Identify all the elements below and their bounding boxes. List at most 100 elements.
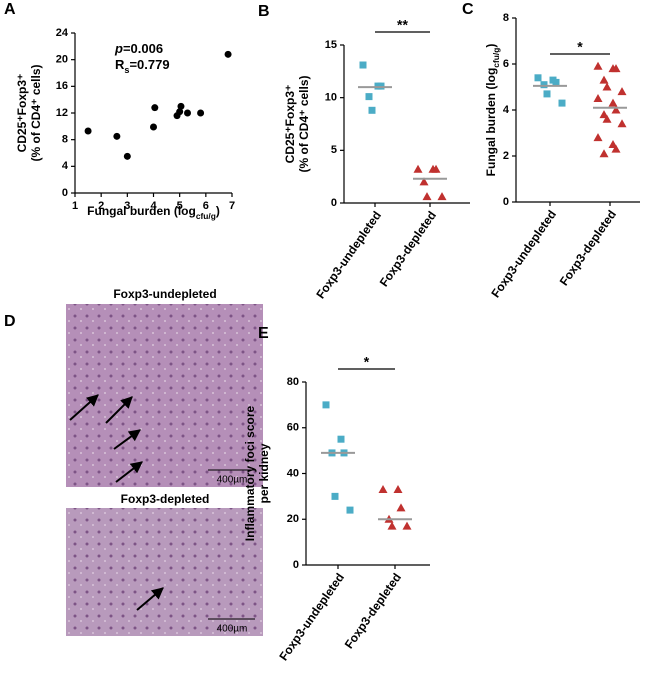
label-part: =0.779 <box>129 57 169 72</box>
axis-label: Fungal burden (logcfu/g) <box>484 44 501 177</box>
y-tick-label: 15 <box>325 39 337 51</box>
point <box>431 164 441 173</box>
label-part: (% of CD4⁺ cells) <box>29 64 43 161</box>
point <box>437 192 447 201</box>
x-tick-label: 2 <box>98 200 104 212</box>
label-part: per kidney <box>257 443 271 503</box>
point <box>151 104 159 112</box>
point <box>123 152 131 160</box>
point <box>377 82 385 90</box>
point <box>608 98 618 107</box>
label-part: Inflammatory foci score <box>243 405 257 541</box>
point <box>84 127 92 135</box>
x-tick-label: Foxp3-undepleted <box>488 208 559 301</box>
label-part: s <box>124 65 129 75</box>
axis-label: (% of CD4⁺ cells) <box>29 64 43 161</box>
point <box>387 521 397 530</box>
axis-label: p=0.006 <box>114 41 163 56</box>
point <box>534 74 542 82</box>
y-tick-label: 80 <box>287 376 299 388</box>
axis-label: Rs=0.779 <box>115 57 170 75</box>
y-tick-label: 12 <box>56 107 68 119</box>
x-tick-label: 1 <box>72 200 78 212</box>
x-tick-label: Foxp3-undepleted <box>276 571 347 664</box>
point <box>602 114 612 123</box>
x-tick-label: Foxp3-depleted <box>557 208 619 289</box>
arrows <box>69 394 164 611</box>
point <box>593 94 603 102</box>
texture <box>66 508 263 636</box>
point <box>552 78 560 86</box>
image-label: Foxp3-depleted <box>121 492 210 506</box>
x-tick-label: Foxp3-depleted <box>342 571 404 652</box>
panel: 0 20 40 60 80 Inflammatory foci score per kidn… <box>243 354 430 663</box>
label-part: ) <box>216 204 220 218</box>
y-tick-label: 16 <box>56 80 68 92</box>
label-part: cfu/g <box>491 48 501 68</box>
point <box>396 503 406 512</box>
point <box>365 93 373 101</box>
x-tick-label: 3 <box>124 200 130 212</box>
axis-label: Fungal burden (logcfu/g) <box>87 204 220 221</box>
texture <box>66 304 263 487</box>
point <box>558 99 566 107</box>
point <box>337 435 345 443</box>
x-tick-label: 7 <box>229 200 235 212</box>
label-part: CD25⁺Foxp3⁺ <box>15 74 29 153</box>
label-part: Fungal burden (log <box>87 204 196 218</box>
axis-label: (% of CD4⁺ cells) <box>297 75 311 172</box>
y-tick-label: 24 <box>56 27 69 39</box>
y-tick-label: 4 <box>503 104 510 116</box>
point <box>611 64 621 73</box>
label-part: R <box>115 57 125 72</box>
point <box>617 87 627 96</box>
point <box>611 144 621 153</box>
y-tick-label: 8 <box>62 134 68 146</box>
label-part: p <box>114 41 123 56</box>
label-part: Fungal burden (log <box>484 68 498 177</box>
y-tick-label: 60 <box>287 422 299 434</box>
point <box>177 102 185 110</box>
histology: 400µm 400µm Foxp3-undepleted Foxp3-deple… <box>66 287 263 636</box>
axis-label: CD25⁺Foxp3⁺ <box>15 74 29 153</box>
y-tick-label: 40 <box>287 467 299 479</box>
x-tick-label: 6 <box>203 200 209 212</box>
y-tick-label: 6 <box>503 58 509 70</box>
point <box>543 90 551 98</box>
point <box>599 75 609 84</box>
panel: 0 5 10 15 CD25⁺Foxp3⁺ (% of CD4⁺ cells) Foxp3-… <box>283 17 470 301</box>
axis-label: CD25⁺Foxp3⁺ <box>283 85 297 164</box>
x-tick-label: 5 <box>177 200 183 212</box>
y-tick-label: 0 <box>293 559 299 571</box>
point <box>331 492 339 500</box>
y-tick-label: 10 <box>325 92 337 104</box>
point <box>368 106 376 114</box>
label-part: ) <box>484 44 498 48</box>
point <box>602 82 612 91</box>
y-tick-label: 4 <box>62 160 69 172</box>
point <box>593 61 603 70</box>
image-label: Foxp3-undepleted <box>113 287 216 301</box>
panel-letter: B <box>258 3 270 20</box>
panel-letter: D <box>4 313 16 330</box>
point <box>540 81 548 89</box>
label-part: CD25⁺Foxp3⁺ <box>283 85 297 164</box>
significance: * <box>577 39 583 55</box>
point <box>593 133 603 142</box>
point <box>611 105 621 114</box>
point <box>617 119 627 128</box>
y-tick-label: 0 <box>62 187 68 199</box>
point <box>422 192 432 201</box>
y-tick-label: 2 <box>503 150 509 162</box>
x-tick-label: Foxp3-depleted <box>377 209 439 290</box>
point <box>393 485 403 494</box>
point <box>413 164 423 173</box>
x-tick-label: Foxp3-undepleted <box>313 209 384 302</box>
point <box>419 177 429 186</box>
x-tick-label: 4 <box>150 200 157 212</box>
point <box>402 521 412 530</box>
axis-label: per kidney <box>257 443 271 503</box>
point <box>197 109 205 117</box>
